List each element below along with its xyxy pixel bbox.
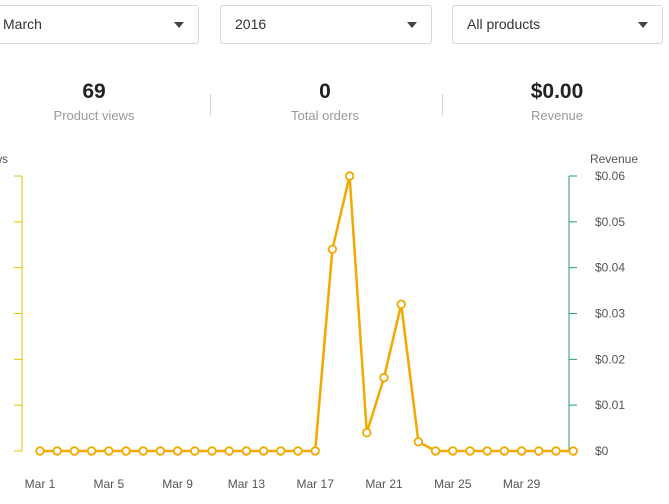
revenue-label: Revenue	[530, 108, 584, 123]
stat-divider	[442, 94, 443, 116]
month-select[interactable]: March	[0, 5, 199, 44]
data-point[interactable]	[310, 446, 320, 456]
product-select-value: All products	[467, 16, 541, 32]
data-point[interactable]	[207, 446, 217, 456]
chevron-down-icon	[638, 22, 648, 28]
total-orders-value: 0	[319, 80, 331, 103]
right-axis-tick-label: $0.04	[595, 261, 625, 275]
data-point[interactable]	[190, 446, 200, 456]
total-orders-label: Total orders	[291, 108, 359, 123]
chevron-down-icon	[174, 22, 184, 28]
right-axis: $0 $0.01 $0.02 $0.03 $0.04 $0.05 $0.06 Revenue	[568, 152, 638, 458]
views-series	[35, 171, 578, 456]
stat-revenue: $0.00 Revenue	[457, 78, 657, 126]
views-revenue-chart: Views $0 $0.01 $0.02 $0.03 $0.04 $0.05 $0.06 Re…	[0, 152, 638, 491]
x-axis-tick-label: Mar 13	[228, 477, 266, 491]
right-axis-title: Revenue	[590, 152, 638, 166]
left-axis: Views	[0, 152, 23, 452]
data-point[interactable]	[138, 446, 148, 456]
product-views-label: Product views	[53, 108, 135, 123]
right-axis-tick-label: $0.05	[595, 215, 625, 229]
data-point[interactable]	[430, 446, 441, 456]
data-point[interactable]	[276, 446, 286, 456]
data-point[interactable]	[448, 446, 458, 456]
data-point[interactable]	[344, 171, 355, 181]
data-point[interactable]	[499, 446, 510, 456]
stat-divider	[210, 94, 211, 116]
data-point[interactable]	[258, 446, 269, 456]
data-point[interactable]	[413, 437, 424, 447]
stat-product-views: 69 Product views	[0, 78, 194, 126]
data-point[interactable]	[86, 446, 97, 456]
right-axis-tick-label: $0.06	[595, 169, 625, 183]
data-point[interactable]	[241, 446, 252, 456]
data-point[interactable]	[362, 428, 372, 438]
stat-total-orders: 0 Total orders	[225, 78, 425, 126]
data-point[interactable]	[293, 446, 303, 456]
left-axis-title: Views	[0, 152, 8, 166]
x-axis-tick-label: Mar 29	[503, 477, 541, 491]
data-point[interactable]	[172, 446, 183, 456]
data-point[interactable]	[568, 446, 578, 456]
year-select[interactable]: 2016	[220, 5, 432, 44]
data-point[interactable]	[69, 446, 80, 456]
revenue-value: $0.00	[530, 80, 584, 103]
data-point[interactable]	[327, 244, 338, 254]
x-axis-tick-label: Mar 21	[365, 477, 403, 491]
month-select-value: March	[3, 16, 42, 32]
right-axis-tick-label: $0	[595, 444, 609, 458]
year-select-value: 2016	[235, 16, 267, 32]
right-axis-tick-label: $0.01	[595, 398, 625, 412]
x-axis-tick-label: Mar 17	[297, 477, 335, 491]
x-axis-tick-label: Mar 25	[434, 477, 472, 491]
data-point[interactable]	[52, 446, 62, 456]
data-point[interactable]	[224, 446, 234, 456]
data-point[interactable]	[516, 446, 527, 456]
data-point[interactable]	[551, 446, 561, 456]
data-point[interactable]	[35, 446, 45, 456]
data-point[interactable]	[465, 446, 475, 456]
x-axis: Mar 1 Mar 5 Mar 9 Mar 13 Mar 17 Mar 21 Mar 25 M…	[25, 477, 541, 491]
data-point[interactable]	[482, 446, 492, 456]
product-views-value: 69	[82, 80, 106, 103]
data-point[interactable]	[121, 446, 131, 456]
data-point[interactable]	[379, 372, 389, 383]
x-axis-tick-label: Mar 1	[25, 477, 56, 491]
chevron-down-icon	[407, 22, 417, 28]
views-line	[40, 174, 574, 453]
data-point[interactable]	[155, 446, 166, 456]
product-select[interactable]: All products	[452, 5, 663, 44]
data-point[interactable]	[396, 299, 406, 309]
data-point[interactable]	[104, 446, 114, 456]
x-axis-tick-label: Mar 5	[93, 477, 124, 491]
right-axis-tick-label: $0.02	[595, 352, 625, 366]
data-point[interactable]	[534, 446, 544, 456]
right-axis-tick-label: $0.03	[595, 307, 625, 321]
x-axis-tick-label: Mar 9	[162, 477, 193, 491]
